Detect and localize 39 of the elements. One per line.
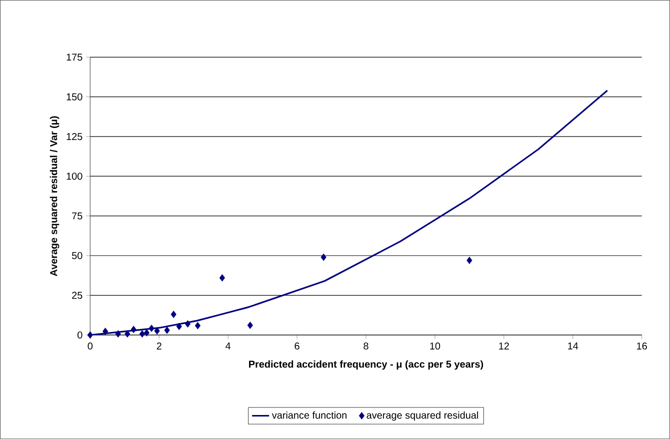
y-tick-label: 0 (78, 331, 82, 338)
point (130, 326, 136, 334)
x-tick-label: 16 (637, 342, 647, 350)
legend-label: variance function (272, 411, 346, 419)
y-tick-label: 25 (72, 292, 82, 299)
x-tick-label: 10 (430, 342, 440, 350)
x-axis-title: Predicted accident frequency - μ (acc per 5 years) (249, 360, 484, 370)
point (170, 310, 176, 318)
point (219, 274, 226, 282)
y-tick-label: 150 (66, 93, 82, 100)
point (466, 256, 472, 264)
point (148, 324, 154, 332)
point (194, 322, 201, 330)
y-tick-label: 100 (66, 172, 82, 180)
point (87, 331, 93, 339)
x-tick-label: 2 (156, 342, 162, 350)
x-tick-label: 0 (88, 342, 93, 350)
y-axis-title: Average squared residual / Var (μ) (50, 116, 60, 276)
x-tick-label: 14 (568, 342, 578, 350)
x-tick-label: 6 (294, 342, 300, 350)
x-tick-label: 12 (499, 342, 509, 350)
point (124, 330, 130, 338)
point (164, 326, 170, 334)
point (247, 322, 253, 329)
point (184, 320, 191, 328)
y-tick-label: 50 (72, 252, 82, 260)
point (139, 330, 146, 338)
x-tick-label: 4 (226, 342, 231, 350)
point (115, 330, 121, 338)
point (320, 253, 326, 261)
point (176, 322, 182, 330)
y-tick-label: 75 (72, 212, 82, 220)
point (144, 329, 150, 336)
point (102, 328, 108, 335)
y-tick-label: 125 (66, 132, 82, 140)
point (154, 327, 160, 334)
y-tick-label: 175 (66, 54, 82, 61)
x-tick-label: 8 (364, 342, 368, 350)
legend-label: average squared residual (366, 411, 478, 421)
